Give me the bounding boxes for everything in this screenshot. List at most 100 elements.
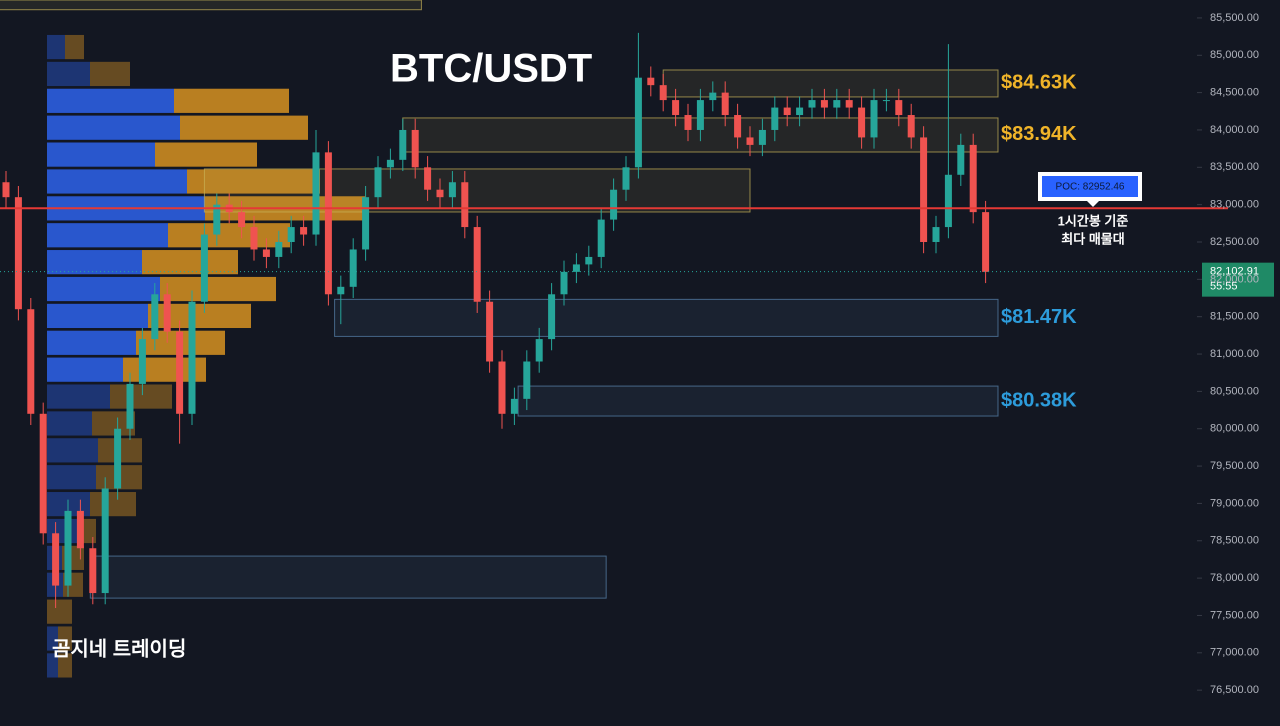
- profile-buy: [47, 34, 65, 60]
- candle-body: [870, 100, 878, 138]
- profile-sell: [58, 626, 72, 651]
- profile-sell: [187, 169, 320, 194]
- candle-body: [833, 100, 841, 108]
- profile-buy: [47, 250, 142, 275]
- profile-sell: [168, 223, 290, 248]
- watermark: 곰지네 트레이딩: [52, 637, 186, 660]
- candle-body: [386, 159, 394, 168]
- candle-body: [858, 107, 866, 138]
- candle-body: [64, 510, 72, 586]
- candle-body: [659, 85, 667, 101]
- candle-body: [709, 92, 717, 101]
- candle-body: [796, 107, 804, 116]
- poc-label: POC: 82952.46: [1056, 182, 1125, 193]
- zone-label: $84.63K: [1001, 72, 1077, 94]
- countdown: 55:55: [1210, 281, 1238, 293]
- candle-body: [238, 212, 246, 228]
- profile-buy: [47, 653, 58, 678]
- candle-body: [572, 264, 580, 272]
- y-tick-label: 84,500.00: [1210, 87, 1259, 99]
- candle-body: [287, 227, 295, 242]
- profile-sell: [58, 653, 72, 678]
- candle-body: [907, 115, 915, 138]
- zone: [662, 69, 999, 98]
- profile-sell: [174, 88, 289, 113]
- y-tick-label: 83,000.00: [1210, 199, 1259, 211]
- candle-body: [362, 197, 370, 250]
- candle-body: [634, 77, 642, 168]
- profile-buy: [47, 357, 123, 382]
- candle-body: [560, 271, 568, 295]
- profile-sell: [160, 276, 276, 302]
- y-tick-label: 79,500.00: [1210, 460, 1259, 472]
- profile-buy: [47, 223, 168, 248]
- profile-sell: [155, 142, 257, 167]
- candle-body: [151, 294, 159, 340]
- candle-body: [920, 137, 928, 242]
- candle-body: [523, 361, 531, 399]
- y-tick-label: 85,000.00: [1210, 49, 1259, 61]
- profile-buy: [47, 626, 58, 651]
- candle-body: [721, 92, 729, 116]
- y-tick-label: 80,500.00: [1210, 385, 1259, 397]
- candle-body: [597, 219, 605, 257]
- candle-body: [758, 129, 766, 145]
- candle-body: [808, 100, 816, 108]
- candle-body: [548, 294, 556, 340]
- zone: [517, 385, 999, 417]
- y-tick-label: 77,500.00: [1210, 609, 1259, 621]
- candle-body: [461, 182, 469, 228]
- candle-body: [424, 167, 432, 190]
- y-tick-label: 82,500.00: [1210, 236, 1259, 248]
- profile-sell: [90, 492, 136, 517]
- zone-label: $81.47K: [1001, 306, 1077, 328]
- y-tick-label: 78,500.00: [1210, 535, 1259, 547]
- zones: $84.63K $83.94K $81.47K $80.38K: [0, 0, 1077, 599]
- y-tick-label: 83,500.00: [1210, 161, 1259, 173]
- candle-body: [820, 100, 828, 108]
- profile-buy: [47, 465, 96, 490]
- candle-body: [374, 167, 382, 198]
- candle-body: [882, 100, 890, 102]
- candle-body: [473, 227, 481, 302]
- profile-buy: [47, 169, 187, 194]
- profile-sell: [82, 518, 96, 544]
- candle-body: [163, 294, 171, 332]
- candle-body: [622, 167, 630, 190]
- y-tick-label: 84,000.00: [1210, 124, 1259, 136]
- y-tick-label: 81,000.00: [1210, 348, 1259, 360]
- candle-body: [337, 286, 345, 295]
- profile-sell: [148, 303, 251, 329]
- candle-body: [250, 227, 258, 250]
- poc-pointer: [1087, 201, 1099, 207]
- y-tick-label: 85,500.00: [1210, 12, 1259, 24]
- zone: [0, 0, 422, 11]
- note-line: 1시간봉 기준: [1058, 213, 1129, 228]
- y-tick-label: 76,500.00: [1210, 684, 1259, 696]
- overlay: POC: 82952.46 82,102.91 55:55: [0, 172, 1274, 297]
- profile-buy: [47, 115, 180, 140]
- y-tick-label: 79,000.00: [1210, 497, 1259, 509]
- candle-body: [300, 227, 308, 235]
- candle-body: [486, 301, 494, 362]
- profile-buy: [47, 411, 92, 436]
- candle-body: [399, 129, 407, 160]
- candle-body: [498, 361, 506, 414]
- y-tick-label: 77,000.00: [1210, 647, 1259, 659]
- candle-body: [895, 100, 903, 116]
- candle-body: [101, 488, 109, 594]
- candle-body: [349, 249, 357, 287]
- poc-box: [1042, 176, 1138, 197]
- candle-body: [324, 152, 332, 295]
- profile-sell: [47, 599, 72, 624]
- profile-sell: [90, 61, 130, 87]
- candle-body: [411, 129, 419, 168]
- candle-body: [944, 174, 952, 228]
- profile-sell: [180, 115, 308, 140]
- candle-body: [176, 331, 184, 414]
- candles: [2, 32, 990, 608]
- candle-body: [932, 227, 940, 242]
- profile-buy: [47, 276, 160, 302]
- candle-body: [52, 533, 60, 586]
